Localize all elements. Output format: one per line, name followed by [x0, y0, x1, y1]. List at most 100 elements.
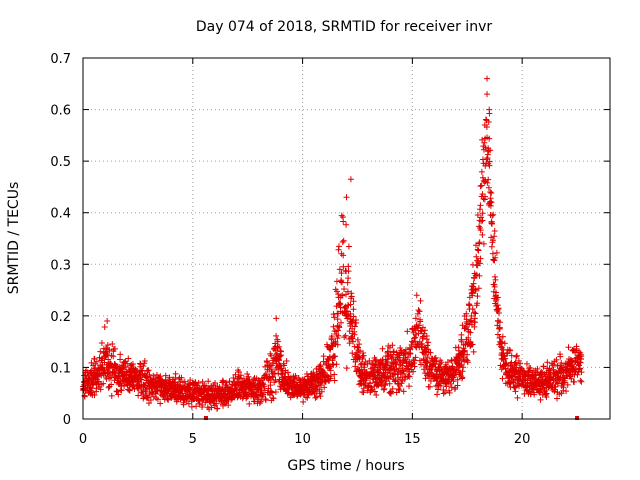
data-point — [474, 211, 481, 218]
plot-frame — [82, 57, 611, 420]
data-point — [469, 289, 476, 296]
data-point — [277, 352, 284, 359]
y-tick-label: 0.6 — [50, 104, 71, 119]
data-point — [470, 280, 477, 287]
data-point — [469, 341, 476, 348]
data-point — [320, 353, 327, 360]
data-point — [389, 385, 396, 392]
data-point — [273, 332, 280, 339]
data-point — [512, 388, 519, 395]
data-point — [450, 372, 457, 379]
data-point — [256, 400, 263, 407]
data-point — [468, 312, 475, 319]
data-point — [356, 341, 363, 348]
data-point — [550, 361, 557, 368]
data-point — [427, 349, 434, 356]
data-point — [499, 375, 506, 382]
data-point — [508, 352, 515, 359]
data-point — [467, 329, 474, 336]
y-tick-label: 0.4 — [50, 207, 71, 222]
data-point — [193, 403, 200, 410]
data-point — [406, 350, 413, 357]
data-point — [484, 75, 491, 82]
data-point — [497, 343, 504, 350]
data-point — [106, 347, 113, 354]
data-point — [492, 254, 499, 261]
data-point — [401, 350, 408, 357]
data-point — [508, 374, 515, 381]
data-point — [400, 370, 407, 377]
data-point — [104, 350, 111, 357]
y-axis-label: SRMTID / TECUs — [6, 182, 22, 295]
data-point — [350, 338, 357, 345]
data-point — [432, 354, 439, 361]
data-point — [459, 322, 466, 329]
data-point — [112, 345, 119, 352]
data-point — [517, 360, 524, 367]
data-point — [471, 323, 478, 330]
data-point — [482, 193, 489, 200]
data-point — [141, 357, 148, 364]
data-point — [416, 357, 423, 364]
data-point — [410, 368, 417, 375]
data-point — [460, 364, 467, 371]
data-point — [412, 354, 419, 361]
data-point — [334, 288, 341, 295]
data-point — [499, 333, 506, 340]
data-point — [276, 343, 283, 350]
data-point — [479, 210, 486, 217]
data-point — [578, 369, 585, 376]
data-point — [490, 211, 497, 218]
data-point — [154, 396, 161, 403]
data-point — [466, 301, 473, 308]
data-point — [463, 310, 470, 317]
data-point — [491, 273, 498, 280]
data-point — [101, 324, 108, 331]
data-point — [487, 202, 494, 209]
data-point — [483, 156, 490, 163]
data-point — [340, 237, 347, 244]
data-point — [166, 374, 173, 381]
data-point — [149, 388, 156, 395]
data-point — [283, 357, 290, 364]
data-point — [440, 390, 447, 397]
data-point — [379, 345, 386, 352]
data-point — [372, 357, 379, 364]
data-point — [360, 349, 367, 356]
data-point — [187, 384, 194, 391]
data-point — [334, 316, 341, 323]
data-point — [343, 194, 350, 201]
data-point — [493, 249, 500, 256]
data-point — [262, 397, 269, 404]
data-point — [220, 378, 227, 385]
data-point — [425, 339, 432, 346]
data-point — [93, 358, 100, 365]
data-point — [109, 341, 116, 348]
data-point — [370, 368, 377, 375]
data-point — [274, 338, 281, 345]
data-point — [571, 379, 578, 386]
zero-marker — [203, 416, 208, 420]
data-point — [453, 371, 460, 378]
data-point — [350, 298, 357, 305]
data-point — [380, 386, 387, 393]
data-point — [95, 378, 102, 385]
data-point — [523, 360, 530, 367]
data-point — [387, 389, 394, 396]
data-point — [384, 359, 391, 366]
data-point — [478, 182, 485, 189]
data-point — [357, 348, 363, 355]
data-point — [121, 383, 128, 390]
data-point — [486, 106, 493, 113]
data-point — [494, 302, 501, 309]
data-point — [476, 260, 483, 267]
data-point — [113, 388, 120, 395]
data-point — [413, 292, 420, 299]
data-point — [411, 357, 418, 364]
x-tick-label: 15 — [404, 432, 421, 447]
data-point — [125, 355, 132, 362]
data-point — [147, 397, 154, 404]
data-point — [494, 331, 501, 338]
data-point — [531, 391, 538, 398]
data-point — [477, 227, 484, 234]
